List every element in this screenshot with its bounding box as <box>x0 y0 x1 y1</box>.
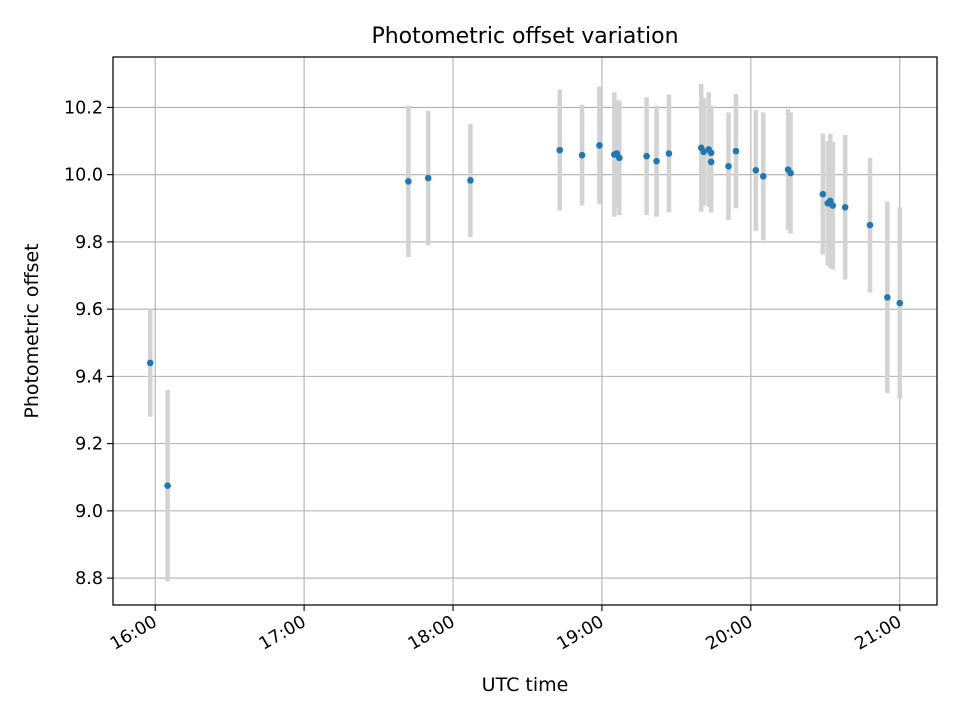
data-point <box>819 190 827 198</box>
data-point <box>164 482 171 489</box>
data-point <box>643 152 650 160</box>
chart-title: Photometric offset variation <box>371 24 678 49</box>
x-axis-label: UTC time <box>482 674 569 696</box>
data-point <box>725 162 732 170</box>
y-tick-label: 9.4 <box>75 367 103 387</box>
data-point <box>146 359 154 367</box>
y-tick-label: 9.0 <box>75 502 103 522</box>
y-tick-label: 10.2 <box>64 98 103 118</box>
data-point <box>787 169 794 177</box>
data-point <box>841 203 849 211</box>
data-point <box>707 149 715 157</box>
data-point <box>596 142 603 149</box>
data-point <box>424 174 432 182</box>
data-point <box>556 146 564 154</box>
data-points <box>146 142 904 489</box>
y-tick-label: 9.2 <box>75 435 103 455</box>
data-point <box>884 294 891 301</box>
data-point <box>405 178 412 185</box>
data-point <box>653 157 660 165</box>
data-point <box>759 173 767 180</box>
data-point <box>866 221 874 229</box>
data-point <box>616 154 623 162</box>
plot-frame <box>112 56 938 606</box>
y-tick-label: 9.8 <box>75 233 103 253</box>
y-tick-label: 10.0 <box>64 166 103 186</box>
y-tick-label: 8.8 <box>75 569 103 589</box>
data-point <box>665 150 673 157</box>
data-point <box>707 158 715 166</box>
data-point <box>732 147 740 155</box>
data-point <box>752 166 760 174</box>
data-point <box>578 151 586 159</box>
data-point <box>467 177 474 184</box>
data-point <box>896 299 904 307</box>
y-axis-label: Photometric offset <box>21 243 43 418</box>
data-point <box>829 202 837 209</box>
y-tick-label: 9.6 <box>75 300 103 320</box>
data-point <box>700 148 707 156</box>
